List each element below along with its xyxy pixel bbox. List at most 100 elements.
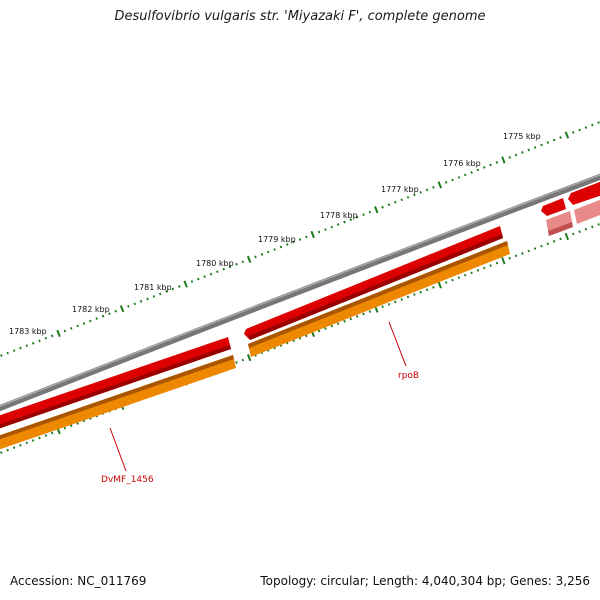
minor-tick [552,138,556,142]
rpob-leader-line [388,321,407,367]
minor-tick [6,448,9,452]
minor-tick [139,299,143,303]
minor-tick [444,180,448,184]
minor-tick [470,271,473,275]
minor-tick [70,424,73,428]
major-tick [246,354,252,362]
minor-tick [540,143,543,147]
gene-faded-1-shade [548,222,573,236]
minor-tick [368,310,372,313]
minor-tick [70,327,73,330]
gene-red-small[interactable] [541,198,566,216]
minor-tick [222,267,225,271]
minor-tick [514,254,518,258]
minor-tick [444,281,448,284]
minor-tick [209,272,213,276]
minor-tick [19,443,22,447]
minor-tick [432,185,435,189]
gene-label-rpob[interactable]: rpoB [398,371,419,381]
minor-tick [394,200,397,204]
outer-tick-ring [0,121,600,357]
minor-tick [546,141,550,144]
major-tick [374,206,379,214]
minor-tick [44,434,48,437]
minor-tick [158,292,162,296]
gene-orange-dvmf-1456[interactable] [0,355,236,451]
minor-tick [362,312,365,316]
minor-tick [114,309,117,313]
minor-tick [533,146,537,149]
minor-tick [44,336,48,340]
minor-tick [25,344,29,348]
major-tick [564,131,570,139]
inner-tick-ring [0,223,600,454]
minor-tick [413,293,416,296]
gene-red-rpob[interactable] [244,226,503,340]
dvmf-1456-leader-line [109,427,127,472]
minor-tick [387,203,391,207]
minor-tick [336,322,340,326]
gene-label-dvmf-1456[interactable]: DvMF_1456 [101,475,154,485]
minor-tick [540,244,543,248]
minor-tick [260,252,264,256]
minor-tick [425,188,429,192]
minor-tick [578,230,581,234]
major-tick [246,255,252,263]
minor-tick [12,349,16,352]
minor-tick [470,171,473,174]
minor-tick [108,312,111,316]
minor-tick [197,277,200,281]
minor-tick [406,295,410,299]
minor-tick [578,128,581,132]
major-tick [56,329,61,338]
minor-tick [400,198,403,202]
minor-tick [317,329,321,333]
minor-tick [533,247,537,250]
minor-tick [0,354,3,357]
minor-tick [31,341,35,345]
minor-tick [241,358,245,362]
minor-tick [133,302,137,306]
minor-tick [190,280,194,283]
minor-tick [292,240,295,244]
minor-tick [50,431,54,435]
gene-red-right[interactable] [568,180,600,205]
minor-tick [559,136,562,139]
minor-tick [559,237,562,241]
minor-tick [165,290,168,293]
minor-tick [235,361,238,364]
minor-tick [406,195,410,199]
minor-tick [228,265,232,269]
gene-red-dvmf-1456-shade [0,345,231,429]
minor-tick [19,346,22,350]
minor-tick [305,235,308,239]
minor-tick [330,324,334,328]
kbp-label-1777: 1777 kbp [381,185,419,194]
minor-tick [387,302,391,306]
minor-tick [216,270,219,274]
minor-tick [400,298,403,301]
map-title: Desulfovibrio vulgaris str. 'Miyazaki F'… [114,9,486,24]
minor-tick [597,223,600,226]
major-tick [183,280,188,288]
gene-faded-2[interactable] [574,198,600,224]
minor-tick [76,421,79,425]
minor-tick [95,317,98,320]
minor-tick [273,248,276,251]
minor-tick [89,319,92,323]
minor-tick [279,245,283,249]
major-tick [501,257,506,265]
minor-tick [591,123,594,127]
genome-backbone-highlight [0,174,600,407]
minor-tick [552,239,556,243]
minor-tick [362,213,365,217]
accession-text: Accession: NC_011769 [10,574,147,588]
kbp-label-1775: 1775 kbp [503,132,541,141]
minor-tick [343,220,346,224]
minor-tick [451,178,454,182]
minor-tick [571,232,575,236]
minor-tick [324,327,327,330]
major-tick [437,281,442,289]
minor-tick [489,163,492,167]
